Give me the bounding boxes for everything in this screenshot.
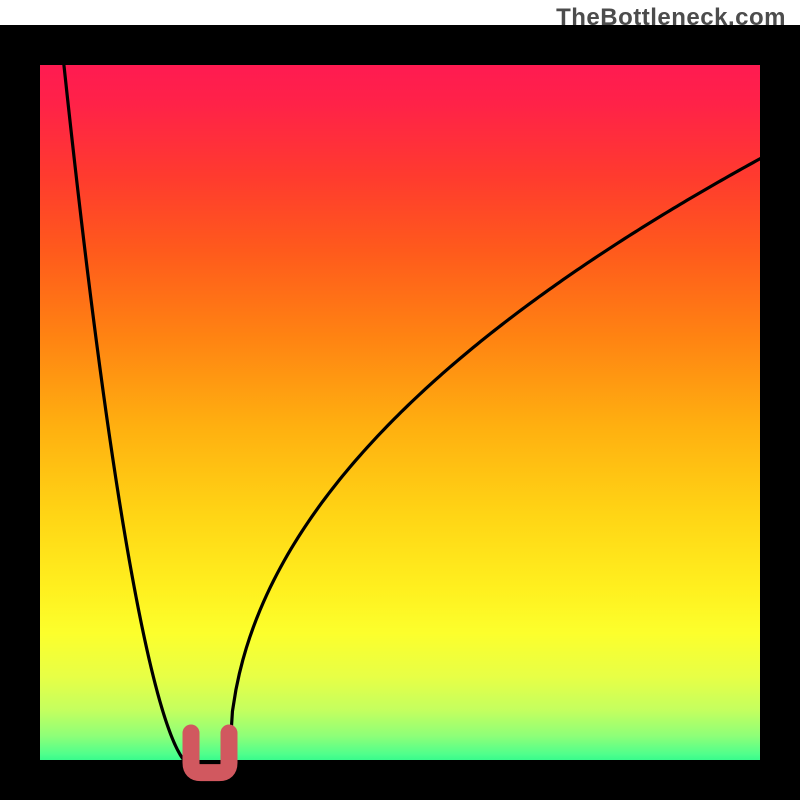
chart-svg bbox=[0, 0, 800, 800]
chart-container: TheBottleneck.com bbox=[0, 0, 800, 800]
watermark-text: TheBottleneck.com bbox=[556, 4, 786, 32]
